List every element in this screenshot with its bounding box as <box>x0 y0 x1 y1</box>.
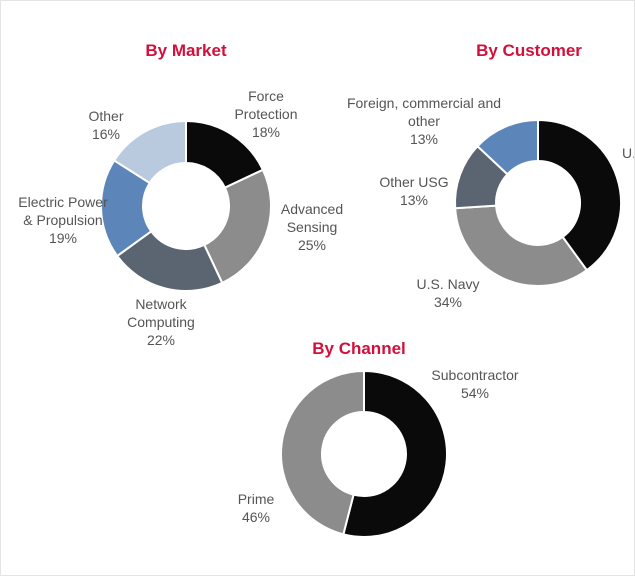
chart-title: By Channel <box>312 339 406 358</box>
slice-value-label: 19% <box>48 230 78 246</box>
slice-value-label: 22% <box>146 332 176 348</box>
slice-value-label: 46% <box>241 509 271 525</box>
donut-slice <box>342 369 448 538</box>
slice-label: U. <box>622 145 635 161</box>
donut-slice <box>454 204 589 287</box>
slice-value-label: 54% <box>460 385 490 401</box>
donut-slice <box>115 229 224 292</box>
slice-value-label: 16% <box>91 126 121 142</box>
slice-value-label: 34% <box>433 294 463 310</box>
chart-title: By Market <box>145 41 227 60</box>
slice-value-label: 13% <box>399 192 429 208</box>
slice-label: Foreign, commercial and other <box>346 95 502 129</box>
slice-label: Other <box>88 108 124 124</box>
slice-value-label: 13% <box>409 131 439 147</box>
slice-label: Advanced Sensing <box>280 201 344 235</box>
slice-label: Electric Power & Propulsion <box>18 194 108 228</box>
slice-label: Prime <box>237 491 275 507</box>
slice-label: Other USG <box>379 174 449 190</box>
slice-label: Network Computing <box>127 296 195 330</box>
donut-slice <box>537 118 622 272</box>
donut-slice <box>476 118 539 176</box>
chart-title: By Customer <box>476 41 582 60</box>
donut-slice <box>202 168 272 285</box>
slice-value-label: 18% <box>251 124 281 140</box>
slice-label: Force Protection <box>234 88 298 122</box>
slice-label: Subcontractor <box>431 367 519 383</box>
donut-slice <box>112 119 187 185</box>
slice-value-label: 25% <box>297 237 327 253</box>
donut-slice <box>280 369 365 536</box>
slice-label: U.S. Navy <box>416 276 480 292</box>
